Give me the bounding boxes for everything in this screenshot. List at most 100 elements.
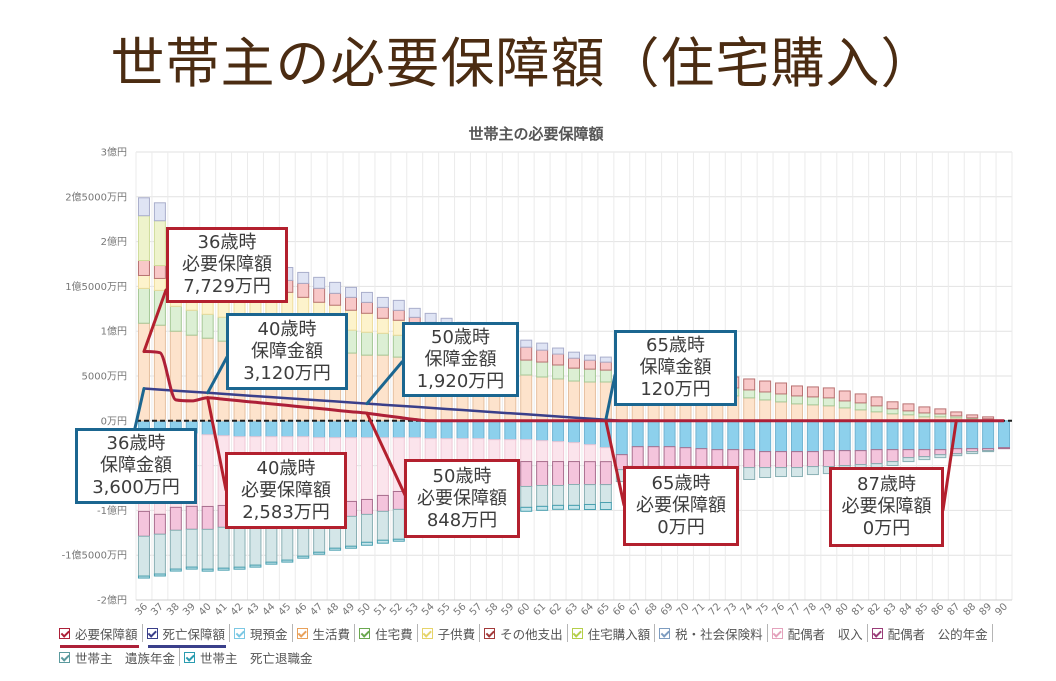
x-tick-label: 89	[977, 601, 994, 618]
x-tick-label: 78	[802, 601, 819, 618]
bar-segment	[217, 526, 230, 569]
checkbox-checked-icon[interactable]	[359, 627, 371, 639]
legend-item-survivor-pension[interactable]: 世帯主 遺族年金	[56, 648, 178, 667]
bar-segment	[360, 301, 373, 314]
bar-segment	[838, 407, 851, 422]
y-tick-label: 0万円	[101, 416, 127, 427]
bar-segment	[743, 378, 756, 391]
bar-segment	[790, 403, 803, 422]
callout-pointer-line	[133, 387, 146, 430]
callout-line: 保障金額	[100, 455, 172, 476]
legend-separator	[354, 624, 356, 642]
checkbox-checked-icon[interactable]	[234, 627, 246, 639]
bar-segment	[759, 451, 772, 469]
checkbox-checked-icon[interactable]	[771, 627, 783, 639]
checkbox-checked-icon[interactable]	[571, 627, 583, 639]
legend-item-spouse-income[interactable]: 配偶者 収入	[769, 624, 866, 643]
bar-segment	[313, 420, 326, 439]
checkbox-checked-icon[interactable]	[184, 651, 196, 663]
checkbox-checked-icon[interactable]	[59, 651, 70, 663]
legend-separator	[141, 624, 143, 642]
bar-segment	[775, 401, 788, 422]
bar-segment	[759, 420, 772, 453]
x-tick-label: 86	[930, 601, 947, 618]
bar-segment	[552, 484, 565, 506]
bar-segment	[376, 317, 389, 334]
bar-segment	[329, 292, 342, 306]
legend-item-death-retirement-benefit[interactable]: 世帯主 死亡退職金	[181, 648, 316, 667]
bar-segment	[137, 274, 150, 289]
bar-segment	[870, 420, 883, 451]
bar-segment	[998, 420, 1011, 449]
y-tick-label: -1億5000万円	[62, 549, 127, 562]
bar-segment	[982, 416, 995, 420]
legend-item-living-cost[interactable]: 生活費	[294, 624, 354, 643]
bar-segment	[536, 420, 549, 442]
checkbox-checked-icon[interactable]	[484, 627, 496, 639]
checkbox-checked-icon[interactable]	[659, 627, 671, 639]
bar-segment	[902, 410, 915, 416]
bar-segment	[552, 504, 565, 510]
legend-item-housing-cost[interactable]: 住宅費	[356, 624, 416, 643]
bar-segment	[281, 559, 294, 563]
bar-segment	[440, 420, 453, 440]
bar-segment	[169, 529, 182, 570]
bar-segment	[902, 420, 915, 451]
callout-line: 120万円	[640, 379, 711, 400]
callout-pointer-line	[941, 419, 958, 512]
checkbox-checked-icon[interactable]	[59, 627, 70, 639]
bar-segment	[520, 485, 533, 508]
bar-segment	[153, 202, 166, 222]
checkbox-checked-icon[interactable]	[296, 627, 308, 639]
x-tick-label: 43	[245, 601, 262, 618]
legend-item-required-coverage[interactable]: 必要保障額	[56, 624, 141, 648]
legend-item-house-purchase[interactable]: 住宅購入額	[569, 624, 654, 643]
bar-segment	[169, 506, 182, 531]
legend-item-savings[interactable]: 現預金	[231, 624, 291, 643]
bar-segment	[759, 467, 772, 479]
bar-segment	[153, 324, 166, 422]
legend-label: 世帯主 遺族年金	[75, 650, 176, 666]
checkbox-checked-icon[interactable]	[421, 627, 433, 639]
bar-segment	[568, 367, 580, 382]
legend-separator	[179, 648, 181, 666]
bar-segment	[392, 299, 405, 311]
bar-segment	[552, 420, 565, 443]
callout-line: 必要保障額	[241, 479, 331, 501]
legend-item-death-coverage[interactable]: 死亡保障額	[144, 624, 229, 648]
callout-required-50: 50歳時 必要保障額 848万円	[404, 459, 520, 538]
bar-segment	[137, 287, 150, 324]
x-tick-label: 37	[149, 601, 166, 618]
bar-segment	[376, 420, 389, 439]
bar-segment	[488, 420, 501, 441]
bar-segment	[902, 449, 915, 459]
bar-segment	[599, 361, 612, 371]
x-tick-label: 53	[404, 601, 421, 618]
bar-segment	[599, 447, 612, 463]
bar-segment	[297, 555, 310, 559]
bar-segment	[790, 420, 803, 453]
bar-segment	[918, 406, 931, 414]
legend-label: 住宅購入額	[587, 626, 651, 642]
x-tick-label: 87	[946, 601, 963, 618]
bar-segment	[424, 312, 437, 323]
legend-item-tax-social-insurance[interactable]: 税・社会保険料	[656, 624, 766, 643]
bar-segment	[568, 461, 580, 486]
bar-segment	[838, 400, 851, 409]
legend-item-other-expenses[interactable]: その他支出	[481, 624, 566, 643]
legend-item-spouse-pension[interactable]: 配偶者 公的年金	[869, 624, 991, 643]
checkbox-checked-icon[interactable]	[871, 627, 883, 639]
bar-segment	[790, 451, 803, 469]
bar-segment	[727, 420, 740, 451]
bar-segment	[568, 504, 580, 510]
callout-line: 87歳時	[857, 474, 916, 495]
checkbox-checked-icon[interactable]	[146, 627, 158, 639]
bar-segment	[360, 541, 373, 546]
bar-segment	[137, 510, 150, 537]
bar-segment	[360, 354, 373, 422]
callout-required-36: 36歳時 必要保障額 7,729万円	[166, 227, 288, 303]
x-tick-label: 45	[277, 601, 294, 618]
legend-line-sample	[60, 644, 139, 648]
legend-item-child-cost[interactable]: 子供費	[419, 624, 479, 643]
legend-label: 住宅費	[375, 626, 413, 642]
